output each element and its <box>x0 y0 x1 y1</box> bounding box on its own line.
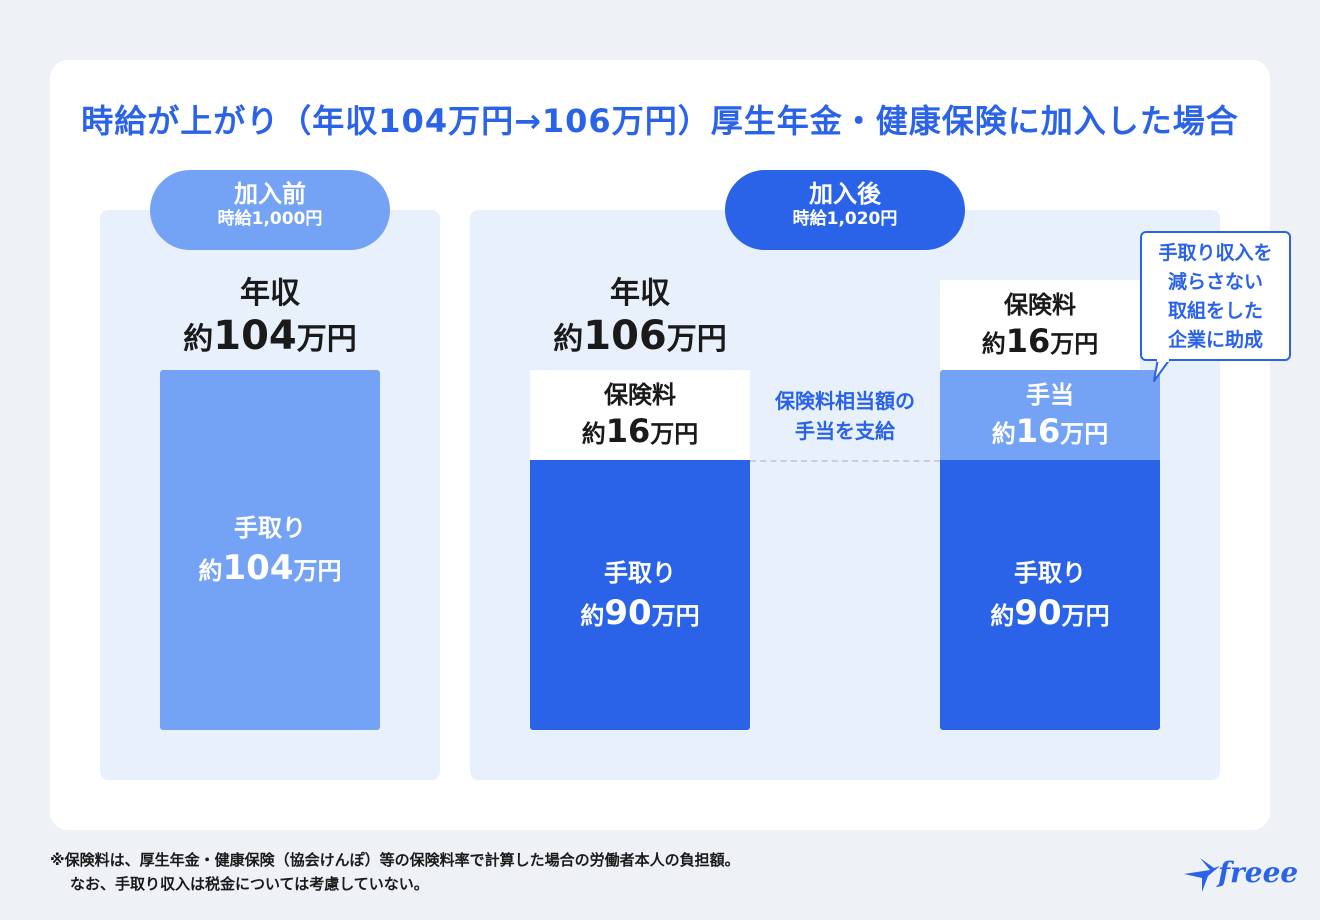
before-income-label: 年収 <box>240 276 300 311</box>
after-left-insurance-box: 保険料 約16万円 <box>530 370 750 460</box>
before-takehome-amount: 約104万円 <box>198 548 342 588</box>
allowance-note-line1: 保険料相当額の <box>775 389 915 413</box>
after-income-amount: 約106万円 <box>553 313 727 359</box>
after-right-insurance-amount: 約16万円 <box>981 322 1099 360</box>
after-pill-title: 加入後 <box>809 180 881 208</box>
after-right-takehome-text: 手取り 約90万円 <box>940 555 1160 638</box>
after-income-label: 年収 <box>610 276 670 311</box>
callout-line-2: 減らさない <box>1167 271 1263 293</box>
subsidy-callout: 手取り収入を 減らさない 取組をした 企業に助成 <box>1140 231 1291 361</box>
after-right-allowance-label: 手当 <box>1026 381 1074 409</box>
after-right-takehome-label: 手取り <box>1014 559 1086 587</box>
dashed-connector <box>750 460 940 462</box>
allowance-note-line2: 手当を支給 <box>795 419 895 443</box>
before-takehome-bar: 手取り 約104万円 <box>160 370 380 730</box>
before-income: 年収 約104万円 <box>100 274 440 362</box>
after-income: 年収 約106万円 <box>530 274 750 362</box>
after-pill: 加入後 時給1,020円 <box>725 170 965 250</box>
after-right-insurance-box: 保険料 約16万円 <box>940 280 1140 370</box>
callout-tail-icon <box>1153 359 1171 382</box>
before-pill-wage: 時給1,000円 <box>217 209 323 229</box>
after-right-allowance-amount: 約16万円 <box>991 412 1109 450</box>
before-takehome-text: 手取り 約104万円 <box>160 510 380 593</box>
before-pill: 加入前 時給1,000円 <box>150 170 390 250</box>
freee-bird-icon <box>1184 858 1220 892</box>
after-right-allowance-text: 手当 約16万円 <box>940 378 1160 453</box>
after-left-takehome-text: 手取り 約90万円 <box>530 555 750 638</box>
callout-line-4: 企業に助成 <box>1167 329 1263 351</box>
before-income-amount: 約104万円 <box>183 313 357 359</box>
after-left-takehome-label: 手取り <box>604 559 676 587</box>
after-left-insurance-amount: 約16万円 <box>581 412 699 450</box>
callout-line-1: 手取り収入を <box>1158 242 1273 264</box>
after-left-takehome-bar: 手取り 約90万円 <box>530 460 750 730</box>
after-left-insurance-label: 保険料 <box>604 381 676 409</box>
callout-line-3: 取組をした <box>1167 300 1263 322</box>
after-right-insurance-label: 保険料 <box>1004 291 1076 319</box>
after-right-takehome-bar: 手取り 約90万円 <box>940 460 1160 730</box>
allowance-note: 保険料相当額の 手当を支給 <box>750 386 940 446</box>
footnote-line1: ※保険料は、厚生年金・健康保険（協会けんぽ）等の保険料率で計算した場合の労働者本… <box>50 851 740 869</box>
after-right-allowance-bar: 手当 約16万円 <box>940 370 1160 460</box>
freee-logo-text: freee <box>1218 856 1299 889</box>
footnote-line2: なお、手取り収入は税金については考慮していない。 <box>70 875 429 893</box>
after-right-takehome-amount: 約90万円 <box>990 593 1110 633</box>
footnote: ※保険料は、厚生年金・健康保険（協会けんぽ）等の保険料率で計算した場合の労働者本… <box>50 848 740 896</box>
before-pill-title: 加入前 <box>234 180 306 208</box>
before-takehome-label: 手取り <box>234 514 306 542</box>
after-left-takehome-amount: 約90万円 <box>580 593 700 633</box>
page-title: 時給が上がり（年収104万円→106万円）厚生年金・健康保険に加入した場合 <box>81 102 1239 140</box>
after-pill-wage: 時給1,020円 <box>792 209 898 229</box>
